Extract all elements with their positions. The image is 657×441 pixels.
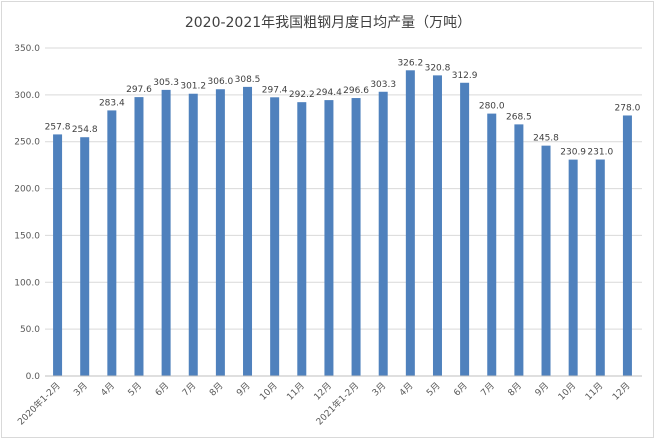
data-label: 268.5 xyxy=(506,112,532,122)
y-tick-label: 100.0 xyxy=(14,278,40,288)
bar xyxy=(107,110,117,377)
bar xyxy=(405,70,415,376)
x-tick-label: 11月 xyxy=(583,380,605,402)
y-tick-label: 250.0 xyxy=(14,138,40,148)
x-tick-label: 3月 xyxy=(72,380,90,398)
x-tick-label: 4月 xyxy=(99,380,117,398)
bar xyxy=(80,137,90,376)
gridlines xyxy=(45,47,642,377)
y-tick-label: 50.0 xyxy=(20,325,40,335)
bar xyxy=(134,97,144,376)
x-tick-label: 9月 xyxy=(533,380,551,398)
bars xyxy=(53,70,632,377)
bar xyxy=(53,134,63,376)
bar xyxy=(622,115,632,376)
bar xyxy=(270,97,280,377)
data-label: 297.4 xyxy=(262,85,288,95)
bar xyxy=(188,93,198,376)
x-tick-label: 6月 xyxy=(153,380,171,398)
x-tick-label: 10月 xyxy=(258,380,280,402)
data-label: 306.0 xyxy=(208,77,234,87)
data-label: 257.8 xyxy=(45,122,71,132)
bar xyxy=(514,124,524,377)
data-label: 326.2 xyxy=(397,58,423,68)
x-tick-label: 7月 xyxy=(180,380,198,398)
x-tick-label: 8月 xyxy=(207,380,225,398)
y-tick-label: 350.0 xyxy=(14,44,40,54)
data-label: 245.8 xyxy=(533,134,559,144)
x-tick-label: 12月 xyxy=(610,380,632,402)
y-tick-label: 200.0 xyxy=(14,185,40,195)
bar xyxy=(595,159,605,376)
bar xyxy=(297,102,307,376)
y-axis-ticks: 0.0 50.0 100.0 150.0 200.0 250.0 300.0 350.0 xyxy=(14,44,40,382)
bar xyxy=(243,86,253,377)
data-label: 230.9 xyxy=(560,148,586,158)
bar xyxy=(432,75,442,377)
data-label: 303.3 xyxy=(370,80,396,90)
data-label: 305.3 xyxy=(153,78,179,88)
data-label: 278.0 xyxy=(615,103,641,113)
data-label: 294.4 xyxy=(316,88,342,98)
bar xyxy=(215,89,225,376)
x-tick-label: 2020年1-2月 xyxy=(15,380,63,428)
x-tick-label: 5月 xyxy=(424,380,442,398)
y-tick-label: 0.0 xyxy=(26,372,41,382)
x-tick-label: 3月 xyxy=(370,380,388,398)
data-label: 280.0 xyxy=(479,102,505,112)
x-tick-label: 9月 xyxy=(234,380,252,398)
data-label: 296.6 xyxy=(343,86,369,96)
x-axis-ticks: 2020年1-2月 3月 4月 5月 6月 7月 8月 9月 10月 11月 12月2021年1-2… xyxy=(15,380,633,428)
y-tick-label: 300.0 xyxy=(14,91,40,101)
bar xyxy=(541,145,551,376)
data-label: 301.2 xyxy=(180,82,206,92)
bar xyxy=(460,82,470,376)
x-tick-label: 12月 xyxy=(312,380,334,402)
data-label: 312.9 xyxy=(452,71,478,81)
chart-title: 2020-2021年我国粗钢月度日均产量（万吨） xyxy=(185,15,471,31)
x-tick-label: 6月 xyxy=(452,380,470,398)
x-tick-label: 7月 xyxy=(479,380,497,398)
bar xyxy=(161,89,171,376)
y-tick-label: 150.0 xyxy=(14,231,40,241)
data-label: 320.8 xyxy=(425,63,451,73)
data-label: 308.5 xyxy=(235,75,261,85)
data-label: 292.2 xyxy=(289,90,315,100)
x-tick-label: 4月 xyxy=(397,380,415,398)
x-tick-label: 8月 xyxy=(506,380,524,398)
x-tick-label: 5月 xyxy=(126,380,144,398)
x-tick-label: 11月 xyxy=(285,380,307,402)
data-label: 297.6 xyxy=(126,85,152,95)
x-tick-label: 10月 xyxy=(556,380,578,402)
data-label: 283.4 xyxy=(99,98,125,108)
bar xyxy=(378,91,388,376)
data-label: 231.0 xyxy=(587,148,613,158)
data-label: 254.8 xyxy=(72,125,98,135)
bar xyxy=(324,100,334,377)
bar xyxy=(487,113,497,376)
bar xyxy=(568,159,578,376)
bar xyxy=(351,98,361,376)
